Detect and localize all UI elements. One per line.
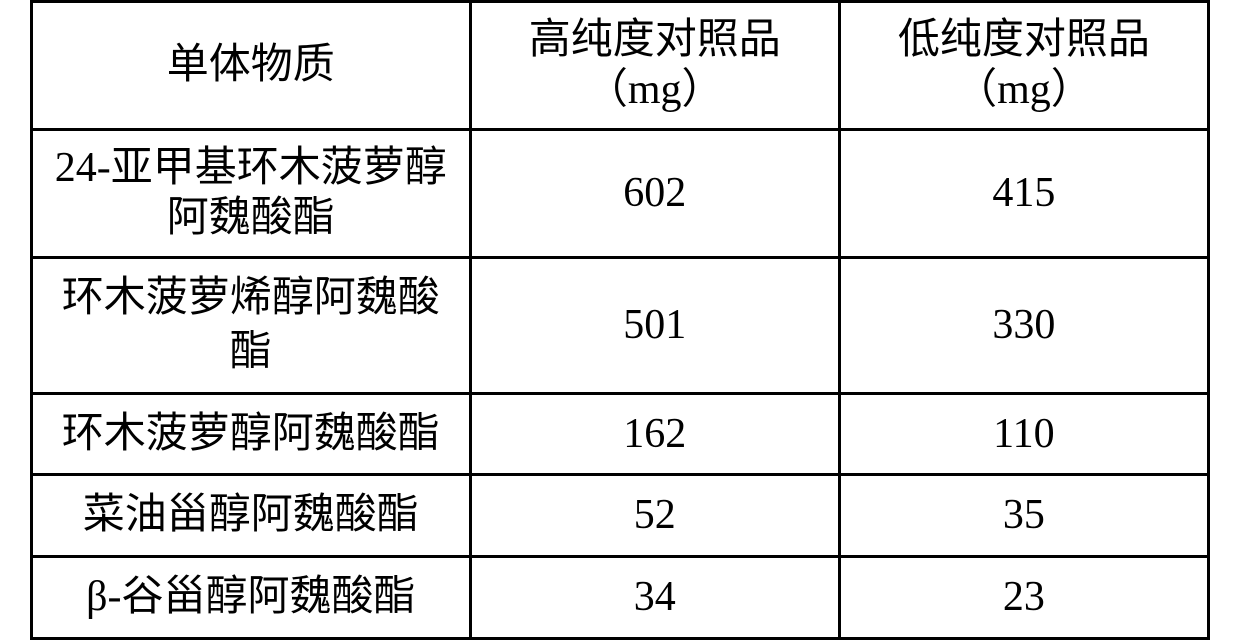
substance-name: 24-亚甲基环木菠萝醇 阿魏酸酯 bbox=[32, 129, 471, 257]
header-substance: 单体物质 bbox=[32, 2, 471, 130]
header-row: 单体物质 高纯度对照品 （mg） 低纯度对照品 （mg） bbox=[32, 2, 1209, 130]
table-row: β-谷甾醇阿魏酸酯 34 23 bbox=[32, 556, 1209, 638]
substance-name: 环木菠萝醇阿魏酸酯 bbox=[32, 393, 471, 475]
table-header: 单体物质 高纯度对照品 （mg） 低纯度对照品 （mg） bbox=[32, 2, 1209, 130]
header-high-purity-label-1: 高纯度对照品 bbox=[529, 17, 781, 63]
substance-name-line1: 24-亚甲基环木菠萝醇 bbox=[55, 145, 447, 191]
table-row: 环木菠萝醇阿魏酸酯 162 110 bbox=[32, 393, 1209, 475]
high-purity-value: 602 bbox=[470, 129, 839, 257]
low-purity-value: 330 bbox=[839, 257, 1208, 393]
header-low-purity: 低纯度对照品 （mg） bbox=[839, 2, 1208, 130]
high-purity-value: 52 bbox=[470, 475, 839, 557]
table-body: 24-亚甲基环木菠萝醇 阿魏酸酯 602 415 环木菠萝烯醇阿魏酸酯 501 … bbox=[32, 129, 1209, 638]
substance-name: β-谷甾醇阿魏酸酯 bbox=[32, 556, 471, 638]
high-purity-value: 162 bbox=[470, 393, 839, 475]
low-purity-value: 23 bbox=[839, 556, 1208, 638]
header-substance-label: 单体物质 bbox=[167, 42, 335, 88]
substance-name: 环木菠萝烯醇阿魏酸酯 bbox=[32, 257, 471, 393]
data-table: 单体物质 高纯度对照品 （mg） 低纯度对照品 （mg） 24-亚甲基环木菠萝醇… bbox=[30, 0, 1210, 640]
high-purity-value: 501 bbox=[470, 257, 839, 393]
header-high-purity: 高纯度对照品 （mg） bbox=[470, 2, 839, 130]
substance-name: 菜油甾醇阿魏酸酯 bbox=[32, 475, 471, 557]
table-row: 24-亚甲基环木菠萝醇 阿魏酸酯 602 415 bbox=[32, 129, 1209, 257]
header-low-purity-label-2: （mg） bbox=[955, 67, 1093, 113]
table-row: 菜油甾醇阿魏酸酯 52 35 bbox=[32, 475, 1209, 557]
low-purity-value: 415 bbox=[839, 129, 1208, 257]
substance-name-line2: 阿魏酸酯 bbox=[167, 195, 335, 241]
table-row: 环木菠萝烯醇阿魏酸酯 501 330 bbox=[32, 257, 1209, 393]
low-purity-value: 35 bbox=[839, 475, 1208, 557]
header-low-purity-label-1: 低纯度对照品 bbox=[898, 17, 1150, 63]
high-purity-value: 34 bbox=[470, 556, 839, 638]
low-purity-value: 110 bbox=[839, 393, 1208, 475]
header-high-purity-label-2: （mg） bbox=[586, 67, 724, 113]
